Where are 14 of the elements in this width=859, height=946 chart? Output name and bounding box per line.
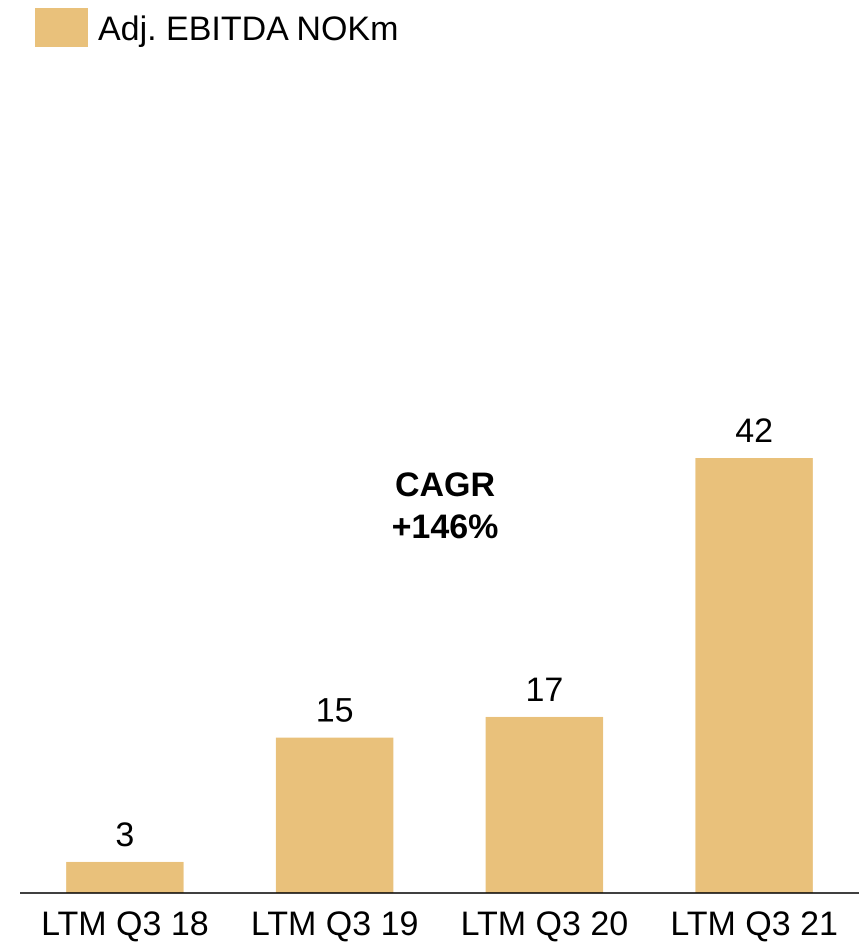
annotation: CAGR +146% <box>392 466 498 546</box>
bar <box>695 458 813 893</box>
data-label: 3 <box>115 816 134 854</box>
data-label: 42 <box>735 412 774 450</box>
bar <box>486 716 604 893</box>
data-label: 15 <box>316 692 354 730</box>
x-tick-label: LTM Q3 19 <box>250 905 418 943</box>
x-tick-label: LTM Q3 21 <box>670 905 838 943</box>
bar <box>276 738 394 893</box>
x-tick-label: LTM Q3 18 <box>41 905 209 943</box>
data-label: 17 <box>525 670 564 709</box>
bar <box>66 862 184 893</box>
legend-label: Adj. EBITDA NOKm <box>98 10 398 48</box>
x-tick-label: LTM Q3 20 <box>460 905 628 943</box>
